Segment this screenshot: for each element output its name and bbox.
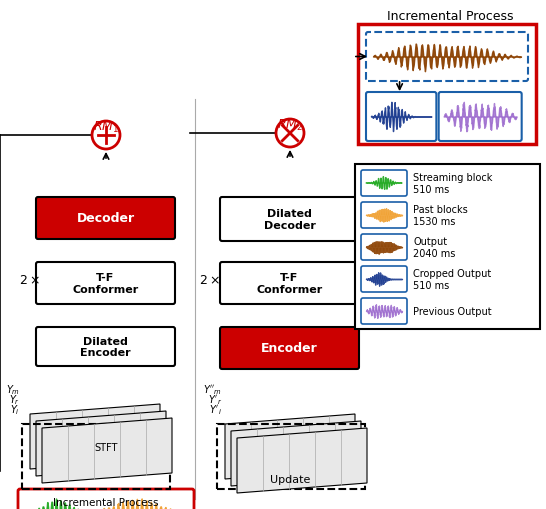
Text: $Y_m$: $Y_m$ <box>6 382 20 396</box>
Text: $RM_2$: $RM_2$ <box>277 118 303 133</box>
FancyBboxPatch shape <box>361 203 407 229</box>
Text: Dilated
Encoder: Dilated Encoder <box>80 336 131 358</box>
Text: Past blocks
1530 ms: Past blocks 1530 ms <box>413 205 468 227</box>
Text: $Y_r$: $Y_r$ <box>9 392 20 406</box>
Text: $RM_1$: $RM_1$ <box>93 120 119 135</box>
Text: Dilated
Decoder: Dilated Decoder <box>264 209 316 231</box>
Polygon shape <box>36 411 166 476</box>
FancyBboxPatch shape <box>361 235 407 261</box>
Text: Previous Output: Previous Output <box>413 306 491 317</box>
Text: Decoder: Decoder <box>76 212 134 225</box>
Text: Encoder: Encoder <box>261 342 318 355</box>
Text: $Y''_m$: $Y''_m$ <box>203 382 222 396</box>
Text: Output
2040 ms: Output 2040 ms <box>413 237 455 258</box>
Text: $Y_i$: $Y_i$ <box>10 402 20 416</box>
Text: Streaming block
510 ms: Streaming block 510 ms <box>413 173 492 194</box>
FancyBboxPatch shape <box>438 93 521 142</box>
FancyBboxPatch shape <box>361 267 407 293</box>
FancyBboxPatch shape <box>220 327 359 369</box>
FancyBboxPatch shape <box>366 93 436 142</box>
Circle shape <box>92 122 120 150</box>
FancyBboxPatch shape <box>361 171 407 196</box>
FancyBboxPatch shape <box>220 263 359 304</box>
FancyBboxPatch shape <box>355 165 540 329</box>
FancyBboxPatch shape <box>366 33 528 82</box>
Text: $Y'_r$: $Y'_r$ <box>208 392 222 406</box>
Text: STFT: STFT <box>94 442 118 452</box>
Text: Incremental Process: Incremental Process <box>387 10 513 23</box>
FancyBboxPatch shape <box>18 489 194 509</box>
Text: Update: Update <box>270 474 310 484</box>
FancyBboxPatch shape <box>36 327 175 366</box>
Text: Incremental Process: Incremental Process <box>54 497 159 507</box>
Polygon shape <box>42 418 172 483</box>
Text: $2\times$: $2\times$ <box>20 273 40 286</box>
FancyBboxPatch shape <box>36 263 175 304</box>
Polygon shape <box>30 404 160 469</box>
Text: $Y'_i$: $Y'_i$ <box>209 402 222 416</box>
FancyBboxPatch shape <box>361 298 407 324</box>
Polygon shape <box>231 421 361 486</box>
Text: $2\times$: $2\times$ <box>199 273 221 286</box>
Circle shape <box>276 120 304 148</box>
Polygon shape <box>225 414 355 479</box>
Text: T-F
Conformer: T-F Conformer <box>257 273 323 294</box>
Text: Cropped Output
510 ms: Cropped Output 510 ms <box>413 269 491 290</box>
Polygon shape <box>237 428 367 493</box>
FancyBboxPatch shape <box>36 197 175 240</box>
FancyBboxPatch shape <box>220 197 359 242</box>
FancyBboxPatch shape <box>358 25 536 145</box>
Text: T-F
Conformer: T-F Conformer <box>73 273 139 294</box>
